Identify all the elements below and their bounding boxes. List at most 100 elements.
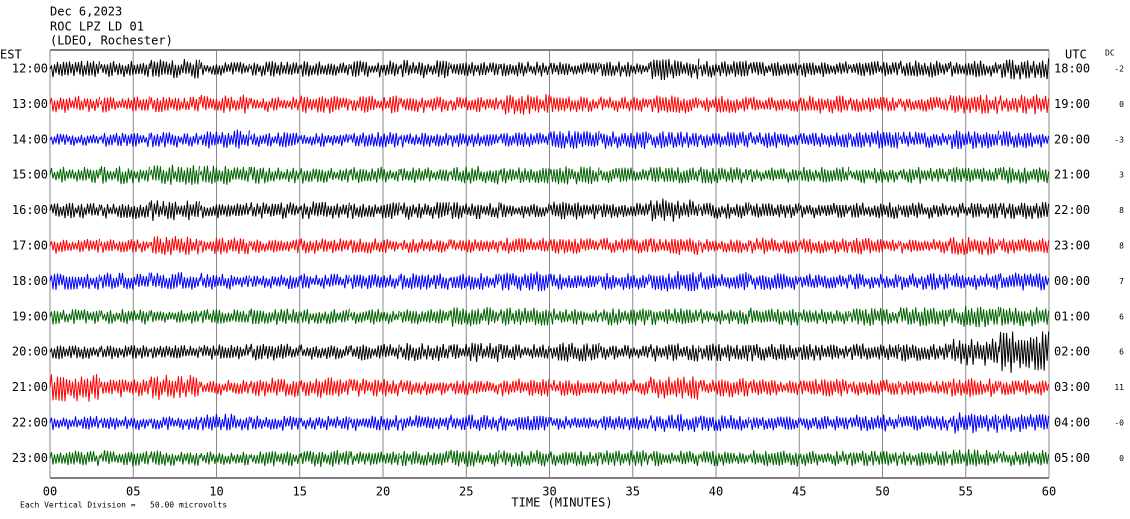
trace-segment bbox=[599, 415, 650, 431]
trace-segment bbox=[49, 166, 100, 184]
trace-segment bbox=[399, 450, 450, 467]
trace-segment bbox=[249, 377, 300, 398]
trace-segment bbox=[748, 273, 800, 290]
x-tick-label: 45 bbox=[792, 485, 806, 499]
trace-segment bbox=[349, 95, 400, 114]
trace-segment bbox=[599, 272, 650, 290]
dc-offset: -2 bbox=[1114, 65, 1124, 74]
trace-segment bbox=[199, 62, 250, 76]
trace-segment bbox=[798, 238, 850, 254]
trace-segment bbox=[49, 60, 100, 78]
trace-segment bbox=[549, 308, 600, 326]
trace-segment bbox=[549, 62, 600, 76]
x-tick-label: 10 bbox=[209, 485, 223, 499]
trace-segment bbox=[599, 167, 650, 183]
trace-segment bbox=[149, 374, 200, 401]
trace-segment bbox=[798, 166, 850, 183]
trace-segment bbox=[748, 167, 800, 183]
trace-segment bbox=[748, 379, 800, 396]
trace-segment bbox=[449, 165, 500, 185]
est-time: 22:00 bbox=[12, 416, 48, 430]
trace-segment bbox=[998, 58, 1050, 80]
trace-segment bbox=[948, 449, 1000, 467]
trace-segment bbox=[149, 59, 200, 79]
trace-segment bbox=[499, 271, 550, 292]
trace-segment bbox=[698, 377, 750, 398]
trace-segment bbox=[199, 413, 250, 431]
trace-segment bbox=[798, 378, 850, 397]
utc-time: 22:00 bbox=[1054, 203, 1090, 217]
trace-segment bbox=[998, 331, 1050, 373]
trace-segment bbox=[299, 450, 350, 467]
trace-segment bbox=[399, 415, 450, 431]
utc-time: 00:00 bbox=[1054, 274, 1090, 288]
trace-segment bbox=[399, 167, 450, 183]
trace-segment bbox=[599, 61, 650, 77]
trace-segment bbox=[199, 344, 250, 360]
trace-segment bbox=[798, 450, 850, 466]
dc-offset: 3 bbox=[1119, 171, 1124, 180]
trace-segment bbox=[499, 378, 550, 397]
trace-segment bbox=[449, 62, 500, 77]
trace-segment bbox=[898, 380, 950, 396]
trace-segment bbox=[848, 238, 900, 255]
trace-segment bbox=[898, 343, 950, 362]
trace-segment bbox=[698, 272, 750, 291]
trace-segment bbox=[199, 272, 250, 290]
trace-segment bbox=[49, 374, 100, 402]
trace-segment bbox=[149, 164, 200, 185]
trace-segment bbox=[848, 450, 900, 467]
trace-segment bbox=[549, 416, 600, 430]
trace-segment bbox=[149, 132, 200, 148]
trace-segment bbox=[499, 307, 550, 326]
x-tick-label: 20 bbox=[376, 485, 390, 499]
trace-segment bbox=[698, 60, 750, 78]
trace-segment bbox=[549, 130, 600, 149]
trace-segment bbox=[848, 168, 900, 184]
trace-segment bbox=[898, 96, 950, 112]
trace-segment bbox=[698, 239, 750, 254]
trace-segment bbox=[249, 202, 300, 220]
trace-segment bbox=[399, 309, 450, 325]
trace-segment bbox=[149, 450, 200, 466]
dc-offset: -3 bbox=[1114, 135, 1124, 144]
trace-segment bbox=[49, 345, 100, 360]
trace-segment bbox=[898, 238, 950, 254]
est-time: 15:00 bbox=[12, 168, 48, 182]
est-time: 17:00 bbox=[12, 239, 48, 253]
trace-segment bbox=[399, 59, 450, 79]
trace-segment bbox=[648, 413, 700, 433]
trace-segment bbox=[299, 95, 350, 114]
trace-segment bbox=[49, 95, 100, 113]
trace-segment bbox=[299, 416, 350, 431]
trace-segment bbox=[798, 415, 850, 431]
trace-segment bbox=[549, 379, 600, 397]
trace-segment bbox=[449, 449, 500, 467]
trace-segment bbox=[499, 94, 550, 115]
trace-segment bbox=[698, 309, 750, 325]
trace-segment bbox=[49, 202, 100, 219]
trace-segment bbox=[149, 272, 200, 290]
trace-segment bbox=[299, 61, 350, 77]
location: (LDEO, Rochester) bbox=[50, 34, 173, 48]
trace-segment bbox=[449, 273, 500, 290]
trace-segment bbox=[299, 344, 350, 360]
trace-segment bbox=[648, 450, 700, 467]
trace-segment bbox=[648, 308, 700, 326]
trace-segment bbox=[49, 450, 100, 467]
trace-segment bbox=[99, 345, 150, 360]
utc-time: 20:00 bbox=[1054, 132, 1090, 146]
trace-segment bbox=[299, 201, 350, 219]
trace-segment bbox=[99, 416, 150, 431]
trace-segment bbox=[349, 202, 400, 220]
trace-segment bbox=[948, 273, 1000, 290]
x-tick-label: 15 bbox=[293, 485, 307, 499]
trace-segment bbox=[748, 450, 800, 467]
trace-segment bbox=[599, 96, 650, 112]
trace-segment bbox=[149, 96, 200, 113]
trace-segment bbox=[748, 237, 800, 255]
trace-segment bbox=[748, 203, 800, 218]
trace-segment bbox=[998, 413, 1050, 433]
x-tick-label: 00 bbox=[43, 485, 57, 499]
dc-label: DC bbox=[1105, 49, 1115, 58]
